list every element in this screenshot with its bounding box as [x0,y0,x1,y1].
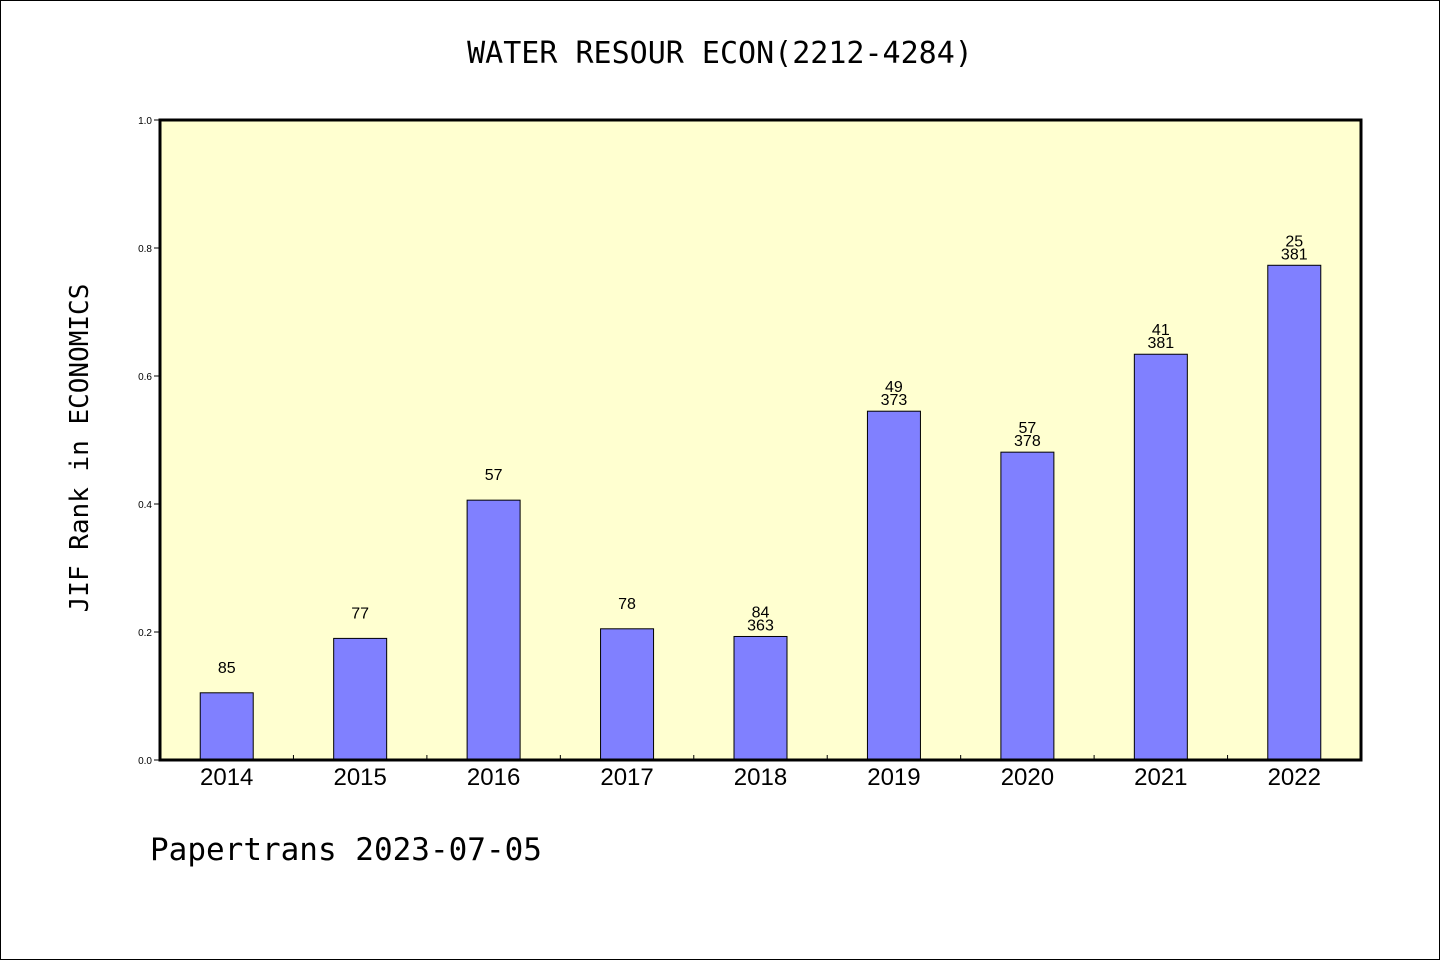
data-label-total: 381 [1281,246,1308,263]
bar [333,637,388,761]
data-label-rank: 77 [351,605,369,622]
bar [1000,451,1055,761]
x-tick-label: 2020 [1001,764,1054,791]
x-tick-label: 2021 [1134,764,1187,791]
data-label-total: 373 [881,392,908,409]
x-axis: 2014 2015 2016 2017 2018 2019 2020 2021 2022 [200,755,1321,791]
data-label-rank: 78 [618,596,636,613]
data-label-rank: 84 [752,604,770,621]
bar [1267,264,1322,761]
x-tick-label: 2017 [600,764,653,791]
bar [600,628,655,761]
bar [733,635,788,761]
data-label-total: 363 [747,617,774,634]
data-label-total: 378 [1014,433,1041,450]
y-tick-label: 1.0 [138,116,152,127]
x-tick-label: 2015 [333,764,386,791]
x-tick-label: 2018 [734,764,787,791]
footer-credit: Papertrans 2023-07-05 [150,832,542,868]
x-tick-label: 2016 [467,764,520,791]
x-tick-label: 2022 [1268,764,1321,791]
plot-border [158,118,1363,762]
data-label-rank: 41 [1152,322,1170,339]
y-tick-label: 0.0 [138,756,152,767]
data-label-rank: 49 [885,379,903,396]
y-tick-label: 0.8 [138,244,152,255]
bar [1133,353,1188,761]
y-axis: 0.0 0.2 0.4 0.6 0.8 1.0 [138,116,160,767]
x-tick-label: 2019 [867,764,920,791]
y-tick-label: 0.6 [138,372,152,383]
data-label-rank: 85 [218,660,236,677]
bar-series [199,264,1322,761]
data-label-rank: 57 [1018,420,1036,437]
bar [199,692,254,761]
bar [466,499,521,761]
data-label-rank: 57 [485,467,503,484]
chart-title: WATER RESOUR ECON(2212-4284) [467,36,973,71]
data-label-total: 381 [1147,335,1174,352]
data-label-rank: 25 [1285,233,1303,250]
y-tick-label: 0.4 [138,500,152,511]
y-tick-label: 0.2 [138,628,152,639]
bar [866,410,921,761]
x-tick-label: 2014 [200,764,253,791]
